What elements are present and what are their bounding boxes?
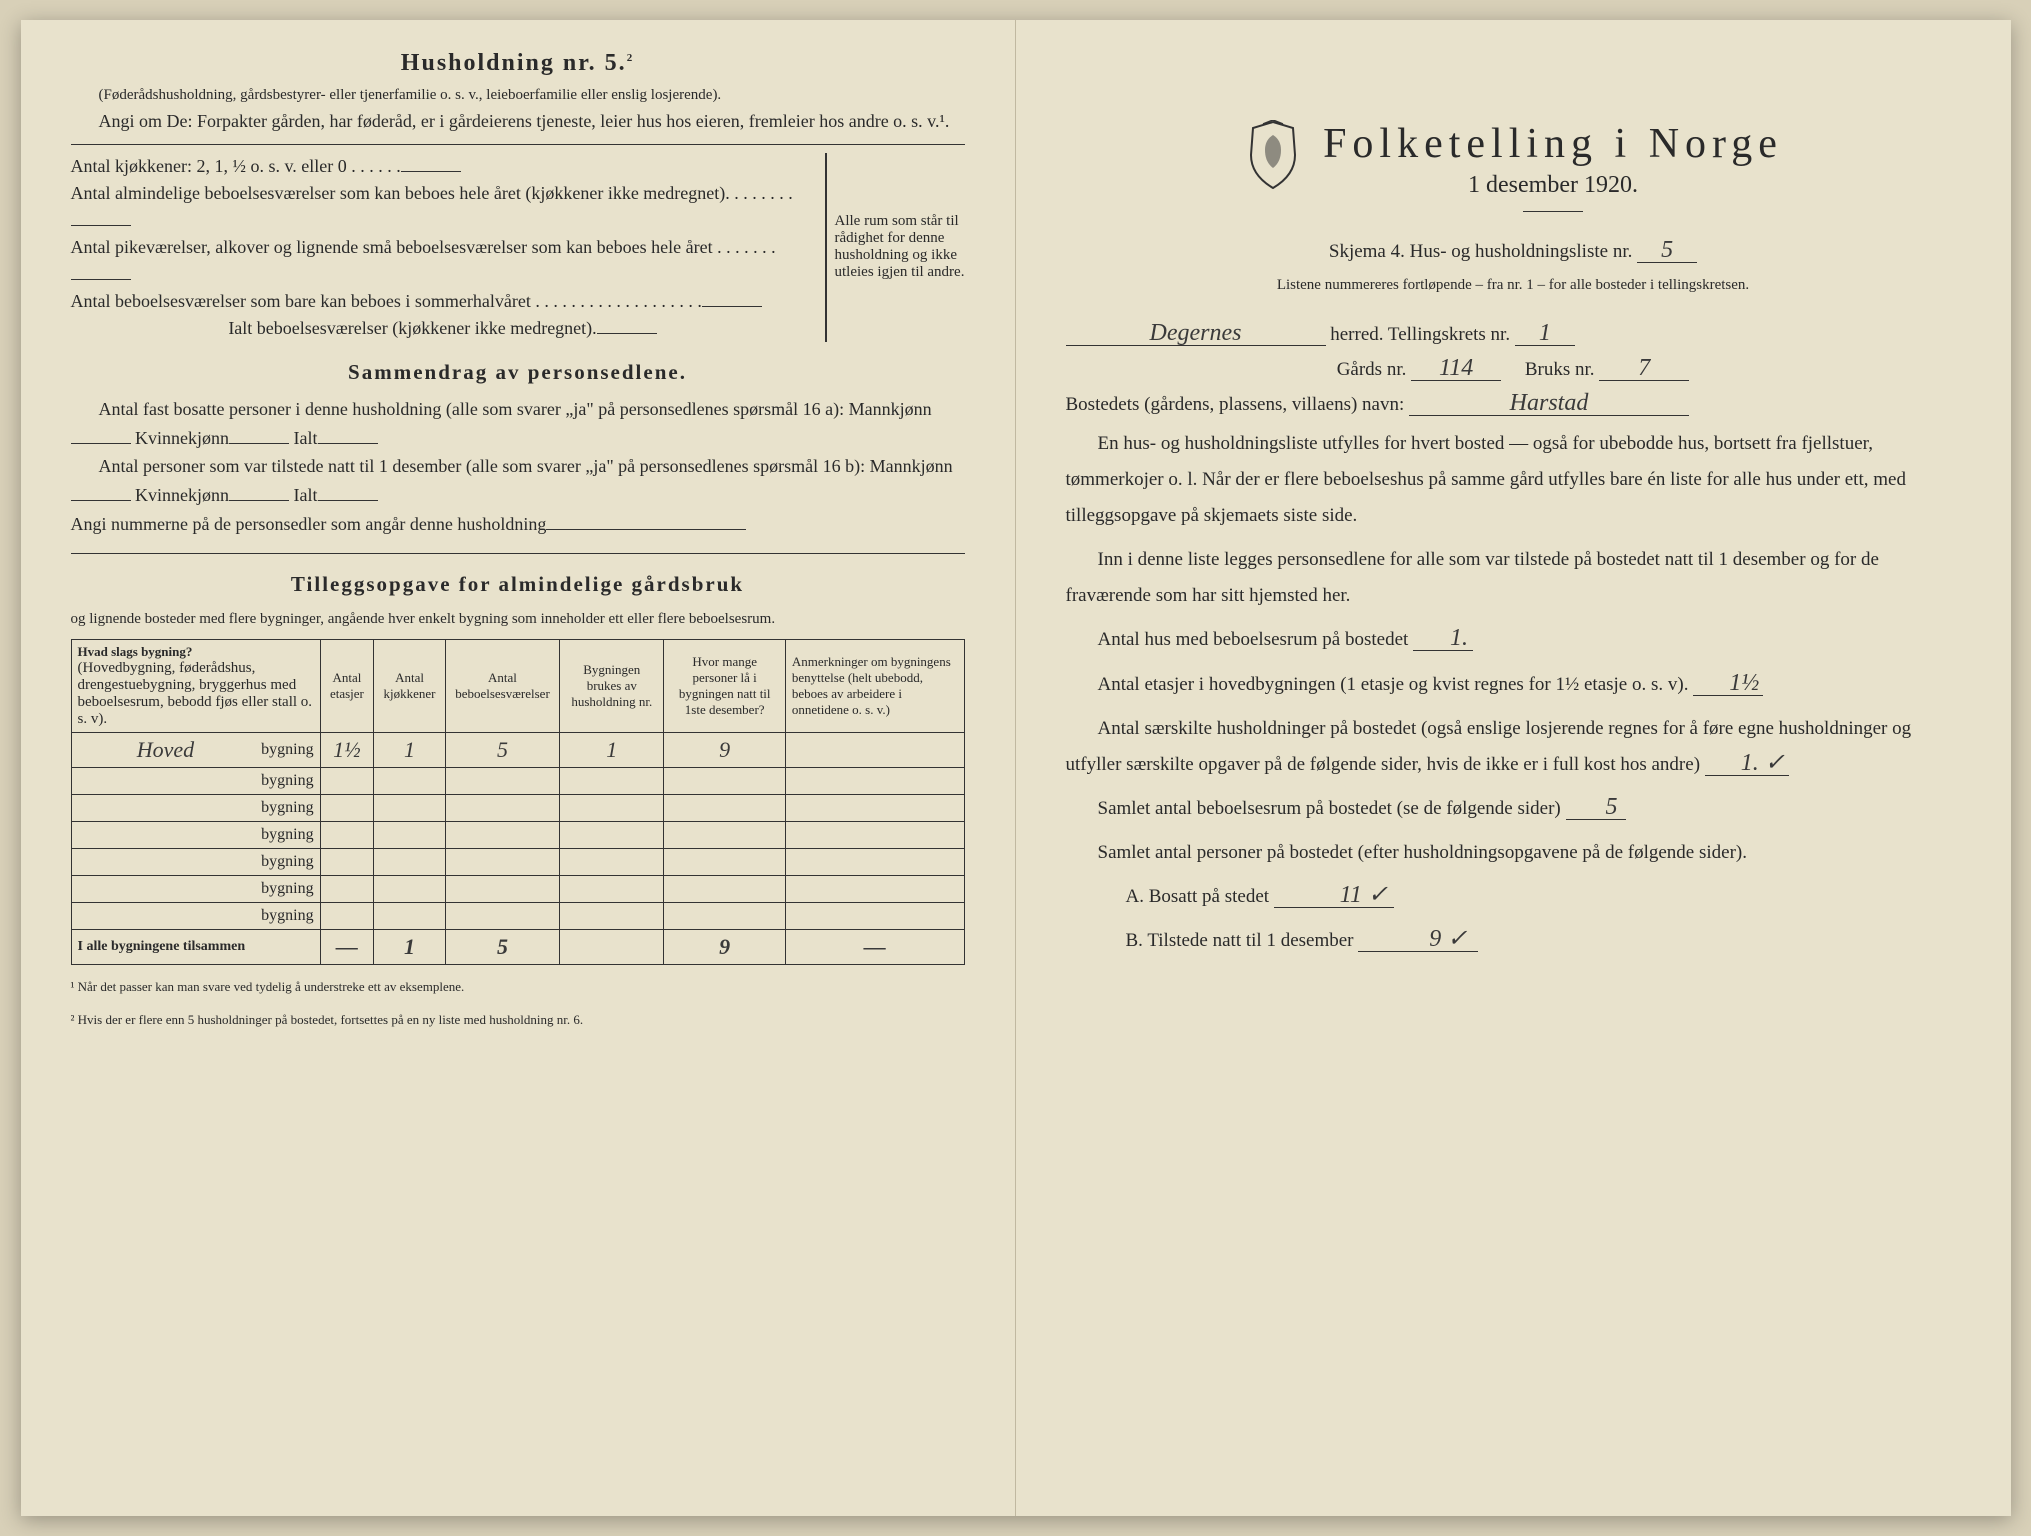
th-notes: Anmerkninger om bygningens benyttelse (h… bbox=[785, 639, 964, 732]
table-row: bygning bbox=[71, 848, 964, 875]
th-building-type: Hvad slags bygning?(Hovedbygning, føderå… bbox=[71, 639, 320, 732]
totals-notes: — bbox=[785, 929, 964, 964]
skjema-line: Skjema 4. Hus- og husholdningsliste nr. … bbox=[1066, 238, 1961, 263]
herred-line: Degernes herred. Tellingskrets nr. 1 bbox=[1066, 321, 1961, 346]
footnote-ref-2: 2 bbox=[627, 52, 635, 64]
bruks-value: 7 bbox=[1599, 356, 1689, 381]
cell-bygning-suffix: bygning bbox=[200, 732, 320, 767]
table-row: Hoved bygning 1½ 1 5 1 9 bbox=[71, 732, 964, 767]
totals-persons: 9 bbox=[664, 929, 785, 964]
addendum-desc: og lignende bosteder med flere bygninger… bbox=[71, 607, 965, 631]
cell-kitchens: 1 bbox=[374, 732, 446, 767]
rooms-block: Antal kjøkkener: 2, 1, ½ o. s. v. eller … bbox=[71, 153, 965, 342]
th-persons: Hvor mange personer lå i bygningen natt … bbox=[664, 639, 785, 732]
bosted-value: Harstad bbox=[1409, 391, 1689, 416]
table-row: bygning bbox=[71, 875, 964, 902]
household-5-desc: (Føderådshusholdning, gårdsbestyrer- ell… bbox=[71, 83, 965, 107]
list-number-value: 5 bbox=[1637, 238, 1697, 263]
q1-line: Antal hus med beboelsesrum på bostedet 1… bbox=[1066, 622, 1961, 658]
left-page: Husholdning nr. 5.2 (Føderådshusholdning… bbox=[21, 20, 1016, 1516]
buildings-table: Hvad slags bygning?(Hovedbygning, føderå… bbox=[71, 639, 965, 965]
listene-note: Listene nummereres fortløpende – fra nr.… bbox=[1066, 273, 1961, 297]
summary-line-2: Antal personer som var tilstede natt til… bbox=[71, 452, 965, 510]
gards-value: 114 bbox=[1411, 356, 1501, 381]
instructions-p1: En hus- og husholdningsliste utfylles fo… bbox=[1066, 426, 1961, 534]
right-page: Folketelling i Norge 1 desember 1920. Sk… bbox=[1016, 20, 2011, 1516]
document-spread: Husholdning nr. 5.2 (Føderådshusholdning… bbox=[21, 20, 2011, 1516]
table-totals-row: I alle bygningene tilsammen — 1 5 9 — bbox=[71, 929, 964, 964]
household-5-instruct: Angi om De: Forpakter gården, har føderå… bbox=[71, 107, 965, 136]
cell-notes bbox=[785, 732, 964, 767]
footnote-1: ¹ Når det passer kan man svare ved tydel… bbox=[71, 977, 965, 998]
q2-value: 1½ bbox=[1693, 671, 1763, 696]
rooms-line-3: Antal beboelsesværelser som bare kan beb… bbox=[71, 288, 815, 315]
q3-value: 1. ✓ bbox=[1705, 751, 1789, 776]
totals-rooms: 5 bbox=[445, 929, 559, 964]
q2-line: Antal etasjer i hovedbygningen (1 etasje… bbox=[1066, 667, 1961, 703]
household-5-title: Husholdning nr. 5.2 bbox=[71, 50, 965, 77]
q4-line: Samlet antal beboelsesrum på bostedet (s… bbox=[1066, 791, 1961, 827]
summary-line-1: Antal fast bosatte personer i denne hush… bbox=[71, 395, 965, 453]
qB-value: 9 ✓ bbox=[1358, 927, 1478, 952]
th-floors: Antal etasjer bbox=[320, 639, 374, 732]
kitchens-line: Antal kjøkkener: 2, 1, ½ o. s. v. eller … bbox=[71, 153, 815, 180]
totals-floors: — bbox=[320, 929, 374, 964]
bosted-line: Bostedets (gårdens, plassens, villaens) … bbox=[1066, 391, 1961, 416]
rooms-line-2: Antal pikeværelser, alkover og lignende … bbox=[71, 234, 815, 288]
cell-rooms: 5 bbox=[445, 732, 559, 767]
brace-note: Alle rum som står til rådighet for denne… bbox=[825, 153, 965, 342]
q5-line: Samlet antal personer på bostedet (efter… bbox=[1066, 835, 1961, 871]
krets-value: 1 bbox=[1515, 321, 1575, 346]
totals-kitchens: 1 bbox=[374, 929, 446, 964]
summary-line-3: Angi nummerne på de personsedler som ang… bbox=[71, 510, 965, 539]
divider-2 bbox=[71, 553, 965, 554]
table-row: bygning bbox=[71, 902, 964, 929]
title-rule bbox=[1523, 211, 1583, 212]
table-row: bygning bbox=[71, 821, 964, 848]
gards-line: Gårds nr. 114 Bruks nr. 7 bbox=[1066, 356, 1961, 381]
instructions-p2: Inn i denne liste legges personsedlene f… bbox=[1066, 542, 1961, 614]
totals-label: I alle bygningene tilsammen bbox=[71, 929, 320, 964]
table-header-row: Hvad slags bygning?(Hovedbygning, føderå… bbox=[71, 639, 964, 732]
herred-value: Degernes bbox=[1066, 321, 1326, 346]
totals-household bbox=[560, 929, 664, 964]
qA-value: 11 ✓ bbox=[1274, 883, 1394, 908]
cell-persons: 9 bbox=[664, 732, 785, 767]
coat-of-arms-icon bbox=[1243, 120, 1303, 195]
q1-value: 1. bbox=[1413, 626, 1473, 651]
addendum-title: Tilleggsopgave for almindelige gårdsbruk bbox=[71, 572, 965, 597]
q4-value: 5 bbox=[1566, 795, 1626, 820]
cell-floors: 1½ bbox=[320, 732, 374, 767]
table-row: bygning bbox=[71, 767, 964, 794]
qB-line: B. Tilstede natt til 1 desember 9 ✓ bbox=[1066, 923, 1961, 959]
qA-line: A. Bosatt på stedet 11 ✓ bbox=[1066, 879, 1961, 915]
cell-building-type: Hoved bbox=[71, 732, 200, 767]
th-household-nr: Bygningen brukes av husholdning nr. bbox=[560, 639, 664, 732]
q3-line: Antal særskilte husholdninger på bostede… bbox=[1066, 711, 1961, 783]
th-kitchens: Antal kjøkkener bbox=[374, 639, 446, 732]
th-rooms: Antal beboelsesværelser bbox=[445, 639, 559, 732]
footnote-2: ² Hvis der er flere enn 5 husholdninger … bbox=[71, 1010, 965, 1031]
cell-household: 1 bbox=[560, 732, 664, 767]
main-title: Folketelling i Norge bbox=[1323, 120, 1783, 168]
table-row: bygning bbox=[71, 794, 964, 821]
census-date: 1 desember 1920. bbox=[1323, 172, 1783, 199]
divider bbox=[71, 144, 965, 145]
header-block: Folketelling i Norge 1 desember 1920. bbox=[1066, 120, 1961, 228]
rooms-line-1: Antal almindelige beboelsesværelser som … bbox=[71, 180, 815, 234]
rooms-total-line: Ialt beboelsesværelser (kjøkkener ikke m… bbox=[71, 315, 815, 342]
summary-title: Sammendrag av personsedlene. bbox=[71, 360, 965, 385]
